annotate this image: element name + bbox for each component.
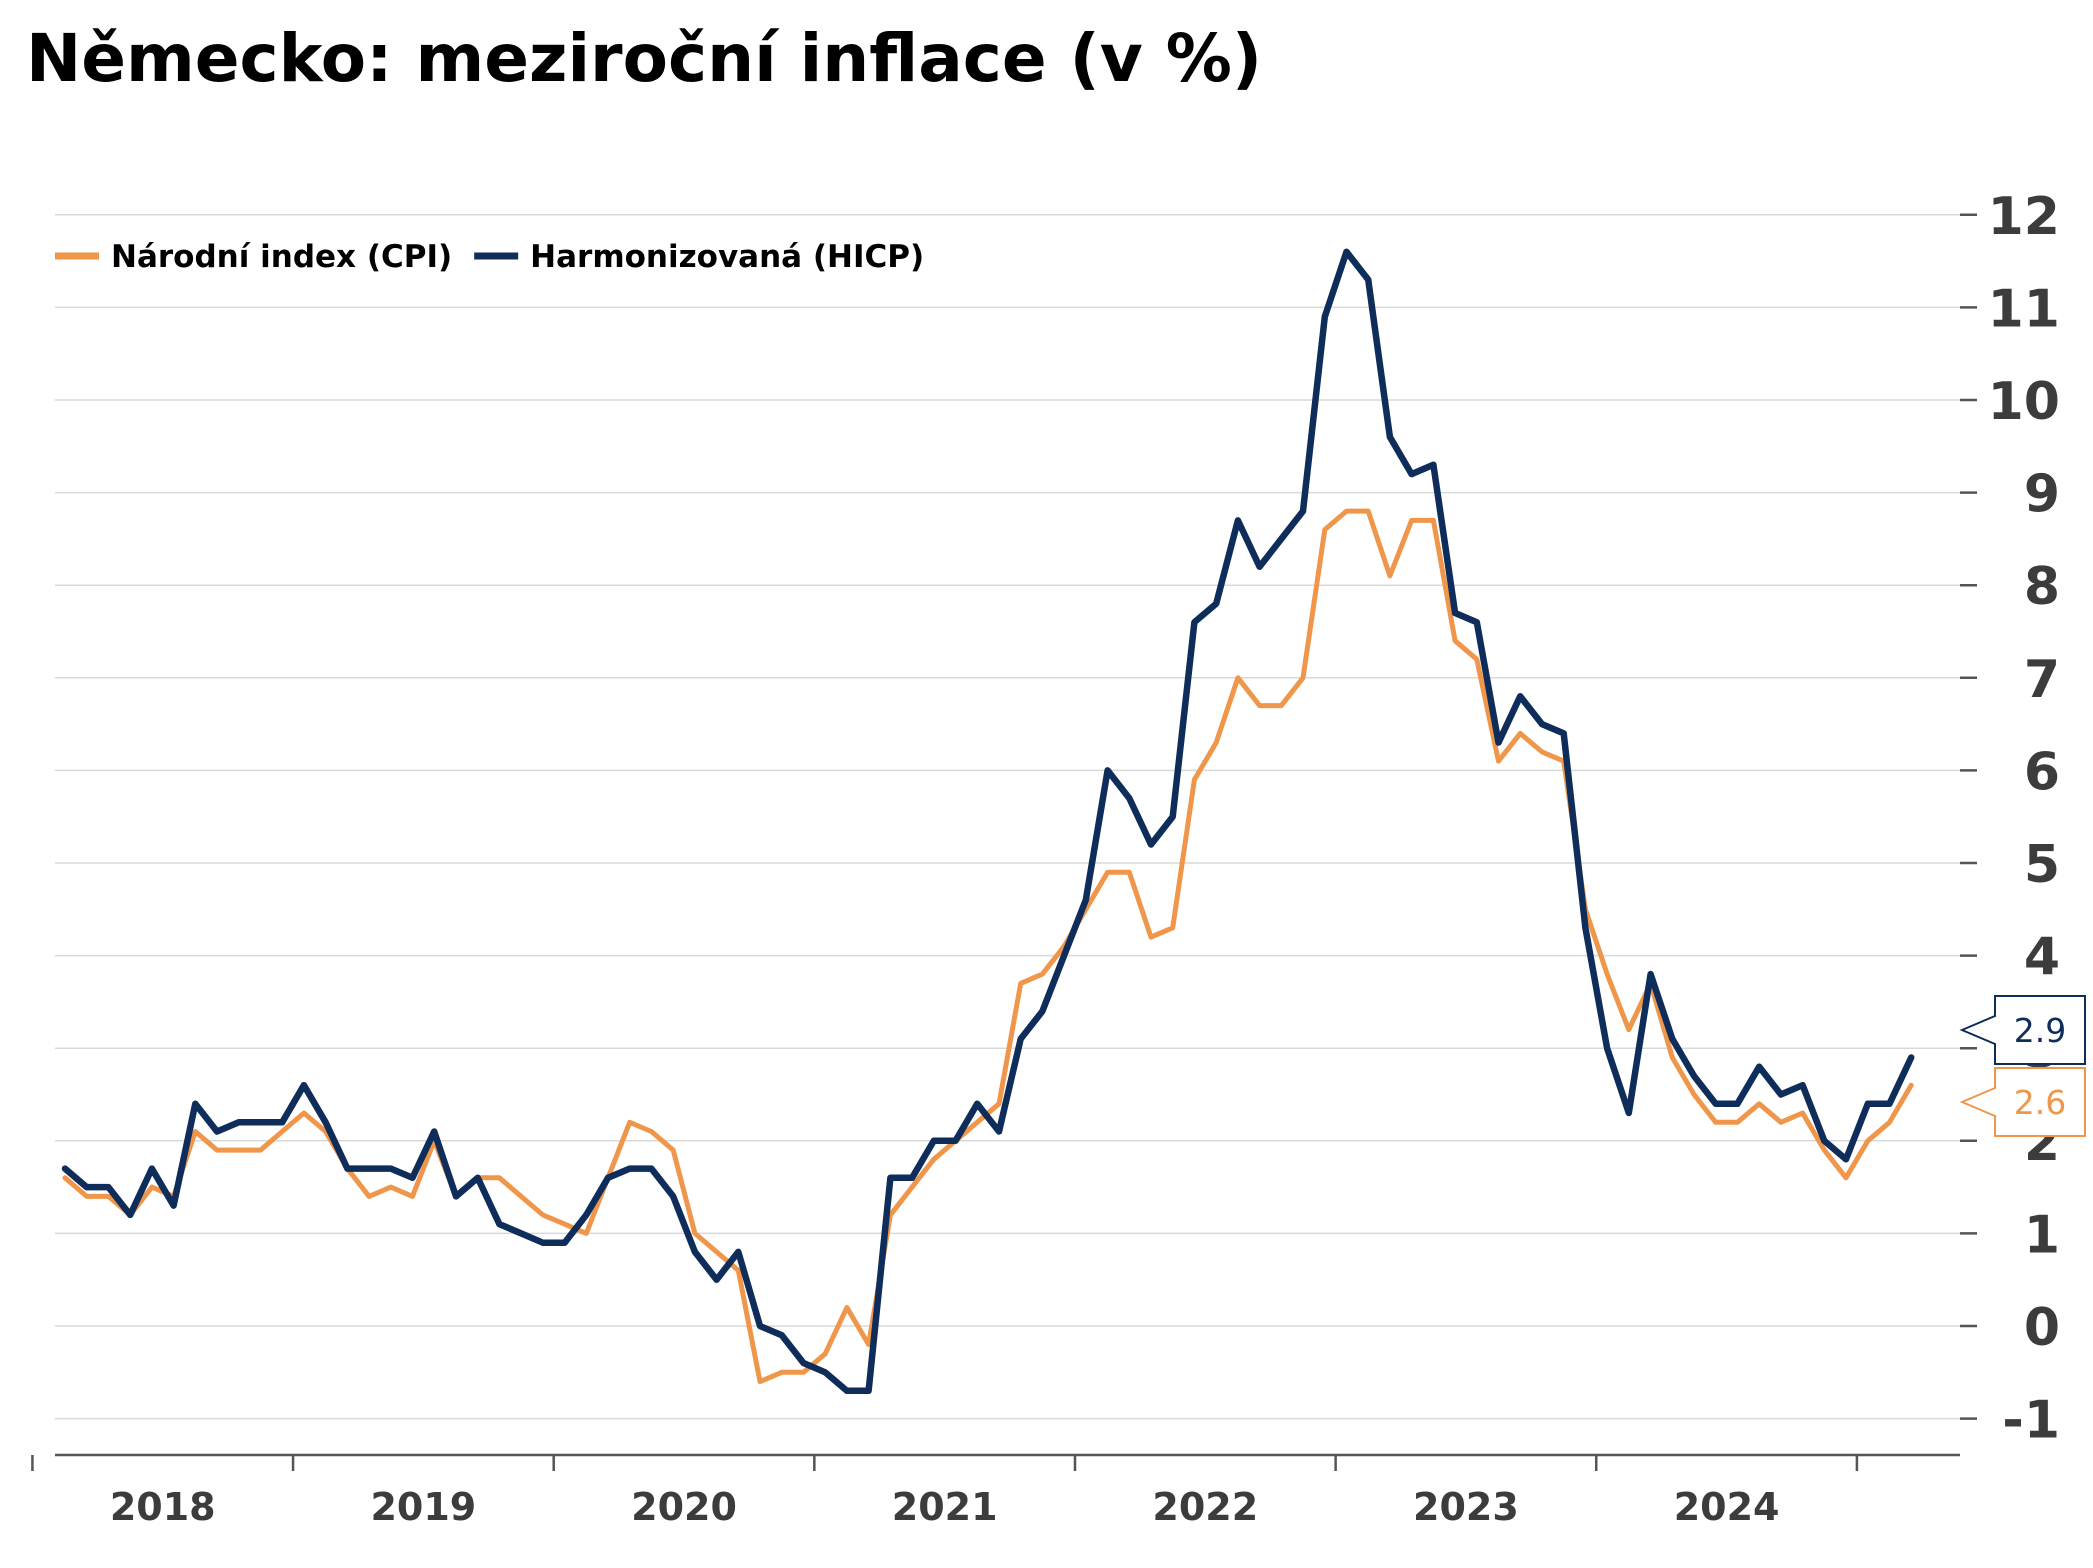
y-tick-label: 8 <box>2024 557 2060 617</box>
x-tick-label: 2019 <box>370 1485 476 1529</box>
y-axis: -10123456789101112 <box>1960 187 2060 1451</box>
y-tick-label: 4 <box>2024 928 2060 988</box>
legend: Národní index (CPI) Harmonizovaná (HICP) <box>55 239 924 275</box>
hicp-series-line <box>61 248 1915 1395</box>
chart-title: Německo: meziroční inflace (v %) <box>26 20 1263 97</box>
y-tick-label: 10 <box>1988 372 2060 432</box>
end-labels: 2.9 2.6 <box>1959 995 2086 1137</box>
y-tick-label: 7 <box>2024 650 2060 710</box>
x-tick-label: 2022 <box>1152 1485 1258 1529</box>
y-tick-label: 11 <box>1988 279 2060 339</box>
x-tick-label: 2018 <box>110 1485 216 1529</box>
cpi-end-label: 2.6 <box>2014 1083 2066 1122</box>
legend-label-hicp: Harmonizovaná (HICP) <box>530 239 924 275</box>
y-tick-label: 1 <box>2024 1205 2060 1265</box>
x-tick-label: 2024 <box>1674 1485 1780 1529</box>
y-tick-label: 6 <box>2024 742 2060 802</box>
x-tick-label: 2023 <box>1413 1485 1519 1529</box>
series-lines <box>61 248 1915 1395</box>
hicp-end-label: 2.9 <box>2014 1011 2066 1050</box>
cpi-end-label-box <box>1959 1067 2086 1137</box>
x-axis: 2018 2019 2020 2021 2022 2023 2024 <box>31 1453 1960 1529</box>
y-tick-label: -1 <box>2002 1391 2060 1451</box>
cpi-series-line <box>62 508 1914 1385</box>
legend-label-cpi: Národní index (CPI) <box>111 239 452 275</box>
y-tick-label: 12 <box>1988 187 2060 247</box>
x-tick-label: 2020 <box>631 1485 737 1529</box>
x-tick-label: 2021 <box>892 1485 998 1529</box>
y-tick-label: 5 <box>2024 835 2060 895</box>
y-tick-label: 0 <box>2024 1298 2060 1358</box>
grid-lines <box>55 214 1960 1420</box>
y-tick-label: 9 <box>2024 465 2060 525</box>
hicp-end-label-box <box>1959 995 2086 1065</box>
